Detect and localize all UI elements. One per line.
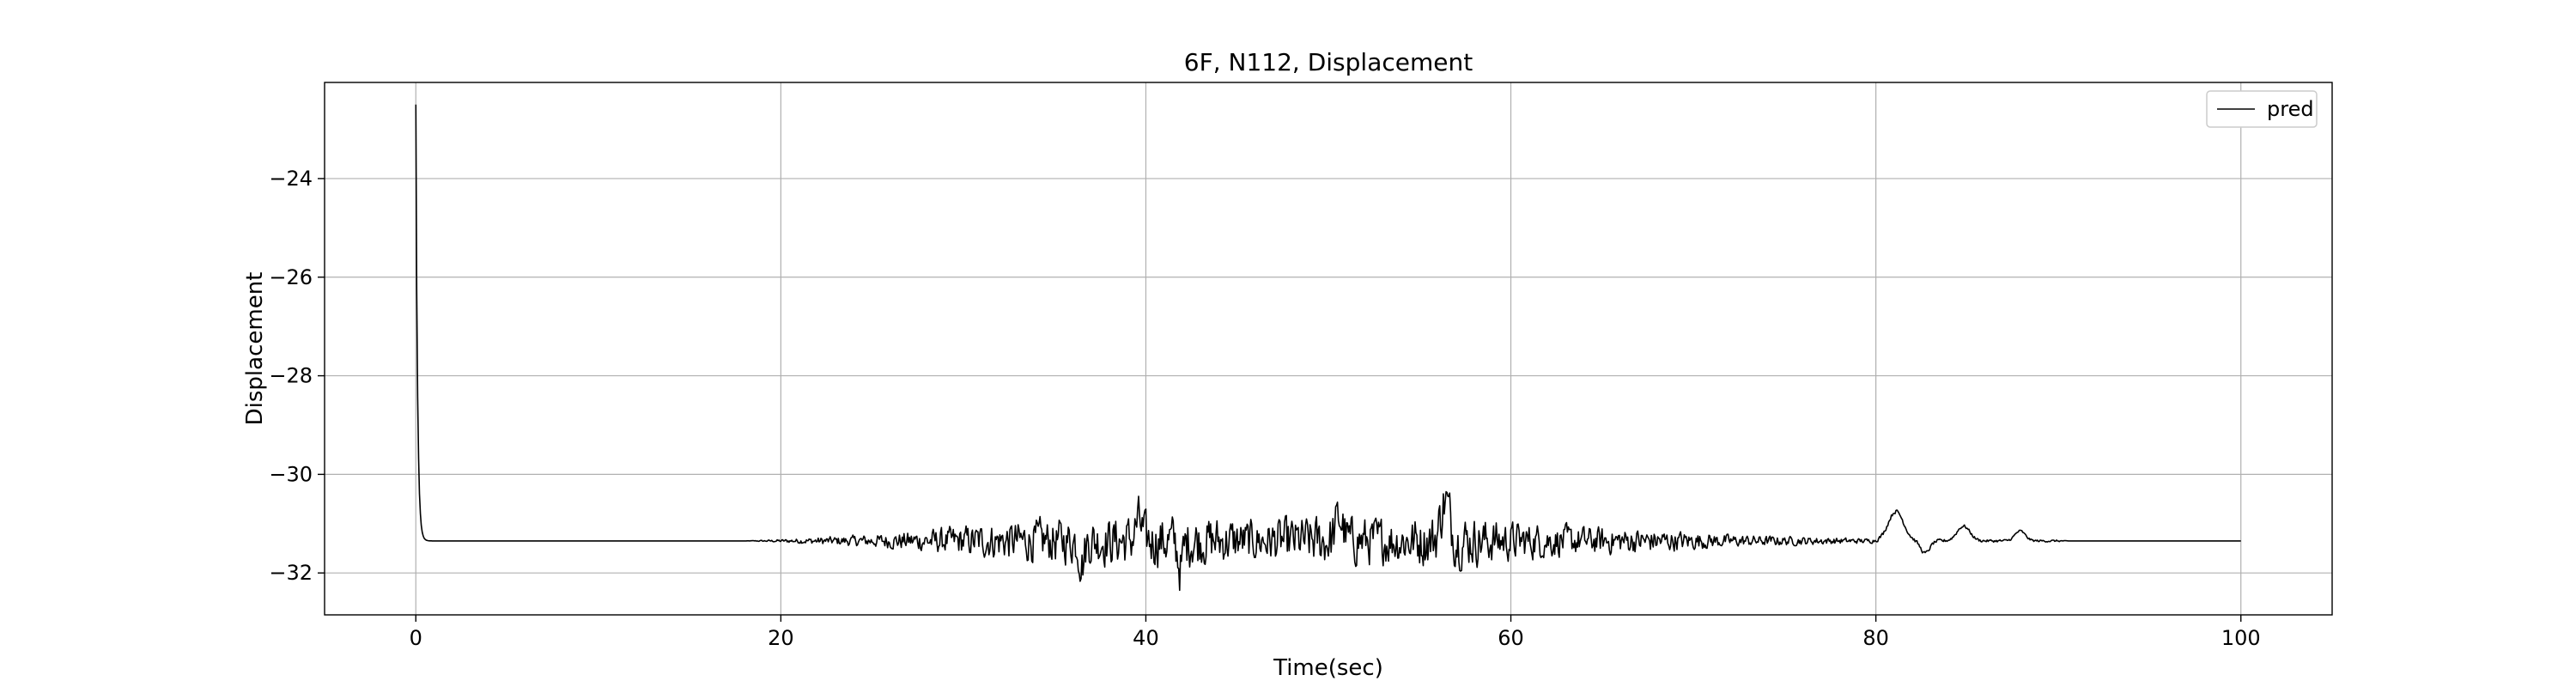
- x-tick-label: 40: [1133, 626, 1159, 650]
- y-tick-label: −30: [269, 462, 313, 486]
- chart-title: 6F, N112, Displacement: [1184, 48, 1473, 76]
- plot-frame: [325, 82, 2332, 615]
- legend-label-pred: pred: [2267, 97, 2314, 121]
- x-tick-label: 60: [1498, 626, 1524, 650]
- y-tick-label: −32: [269, 561, 313, 585]
- legend: pred: [2207, 91, 2317, 127]
- y-tick-label: −26: [269, 265, 313, 289]
- x-tick-label: 0: [410, 626, 422, 650]
- series-line-pred: [416, 105, 2240, 591]
- y-axis-label: Displacement: [242, 272, 268, 426]
- series-group: [416, 105, 2240, 591]
- x-tick-label: 80: [1862, 626, 1889, 650]
- x-tick-label: 20: [768, 626, 794, 650]
- y-tick-label: −24: [269, 167, 313, 191]
- grid: [325, 82, 2332, 615]
- x-tick-label: 100: [2221, 626, 2261, 650]
- y-tick-label: −28: [269, 364, 313, 388]
- x-axis-ticks: 0 20 40 60 80 100: [410, 615, 2261, 650]
- y-axis-ticks: −24 −26 −28 −30 −32: [269, 167, 325, 585]
- x-axis-label: Time(sec): [1273, 655, 1383, 681]
